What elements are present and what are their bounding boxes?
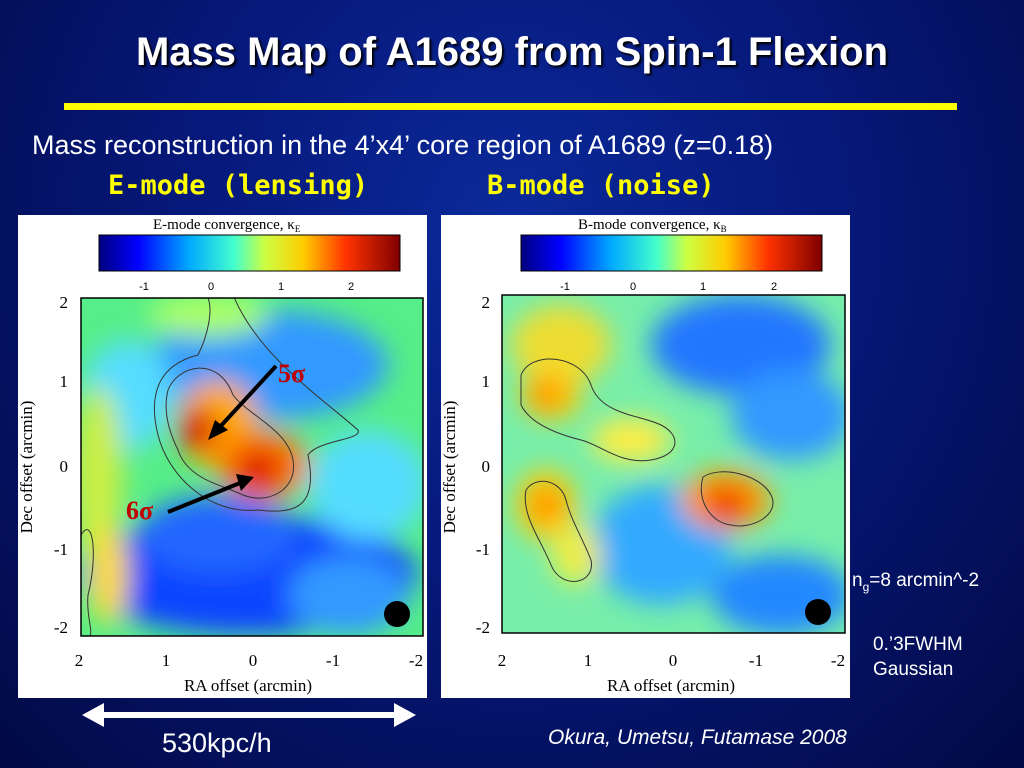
sigma-6-label: 6σ — [126, 496, 153, 525]
e-y-tick: 0 — [60, 457, 69, 476]
galaxy-density-note: ng=8 arcmin^-2 — [852, 570, 980, 594]
scale-bar-label: 530kpc/h — [162, 728, 272, 758]
e-convergence-field — [81, 298, 423, 636]
title-underline — [64, 103, 957, 110]
b-y-tick: 0 — [482, 457, 491, 476]
e-x-tick: 0 — [249, 651, 258, 670]
slide-title: Mass Map of A1689 from Spin-1 Flexion — [135, 30, 888, 74]
e-x-tick: -1 — [326, 651, 340, 670]
e-y-tick: -2 — [54, 618, 68, 637]
b-cb-tick: 0 — [630, 281, 636, 293]
b-x-tick: -1 — [749, 651, 763, 670]
e-mode-label: E-mode (lensing) — [108, 170, 369, 201]
b-x-tick: 2 — [498, 651, 507, 670]
b-cb-tick: 2 — [771, 281, 777, 293]
e-cb-tick: 0 — [208, 281, 214, 293]
b-mode-label: B-mode (noise) — [487, 170, 715, 201]
b-colorbar-title: B-mode convergence, κB — [578, 217, 727, 234]
b-x-tick: 1 — [584, 651, 593, 670]
sigma-5-label: 5σ — [278, 359, 305, 388]
e-x-tick: 1 — [162, 651, 171, 670]
e-mode-map: E-mode convergence, κE -1 0 1 2 — [17, 217, 424, 695]
b-cb-tick: -1 — [560, 281, 570, 293]
b-y-axis-label: Dec offset (arcmin) — [441, 401, 459, 534]
b-cb-tick: 1 — [700, 281, 706, 293]
b-convergence-field — [502, 295, 845, 633]
b-colorbar — [520, 234, 823, 272]
e-x-tick: 2 — [75, 651, 84, 670]
e-cb-tick: -1 — [139, 281, 149, 293]
e-cb-tick: 2 — [348, 281, 354, 293]
arrow-5sigma — [216, 364, 278, 431]
arrow-5sigma-head — [208, 420, 228, 440]
e-smoothing-beam — [384, 601, 410, 627]
b-y-tick: -2 — [476, 618, 490, 637]
b-x-tick: 0 — [669, 651, 678, 670]
e-x-tick: -2 — [409, 651, 423, 670]
scale-bar — [82, 703, 416, 727]
b-x-axis-label: RA offset (arcmin) — [607, 676, 735, 695]
b-y-tick: 1 — [482, 372, 491, 391]
e-y-tick: 1 — [60, 372, 69, 391]
e-y-tick: 2 — [60, 293, 69, 312]
arrow-6sigma — [167, 481, 241, 514]
e-map-frame — [80, 297, 424, 637]
e-y-axis-label: Dec offset (arcmin) — [18, 401, 36, 534]
e-mode-map-panel: E-mode convergence, κE -1 0 1 2 — [17, 215, 427, 698]
slide-subtitle: Mass reconstruction in the 4’x4’ core re… — [32, 130, 774, 160]
b-x-tick: -2 — [831, 651, 845, 670]
b-smoothing-beam — [805, 599, 831, 625]
e-x-axis-label: RA offset (arcmin) — [184, 676, 312, 695]
e-colorbar-title: E-mode convergence, κE — [153, 217, 301, 234]
b-y-tick: -1 — [476, 540, 490, 559]
e-colorbar — [98, 234, 401, 272]
b-map-frame — [501, 294, 846, 634]
citation: Okura, Umetsu, Futamase 2008 — [548, 726, 847, 749]
e-cb-tick: 1 — [278, 281, 284, 293]
e-y-tick: -1 — [54, 540, 68, 559]
arrow-6sigma-head — [236, 474, 254, 491]
b-y-tick: 2 — [482, 293, 491, 312]
b-mode-map-panel: B-mode convergence, κB -1 0 1 2 — [440, 215, 850, 698]
b-mode-map: B-mode convergence, κB -1 0 1 2 — [440, 217, 846, 695]
fwhm-note: 0.’3FWHM Gaussian — [873, 634, 963, 680]
